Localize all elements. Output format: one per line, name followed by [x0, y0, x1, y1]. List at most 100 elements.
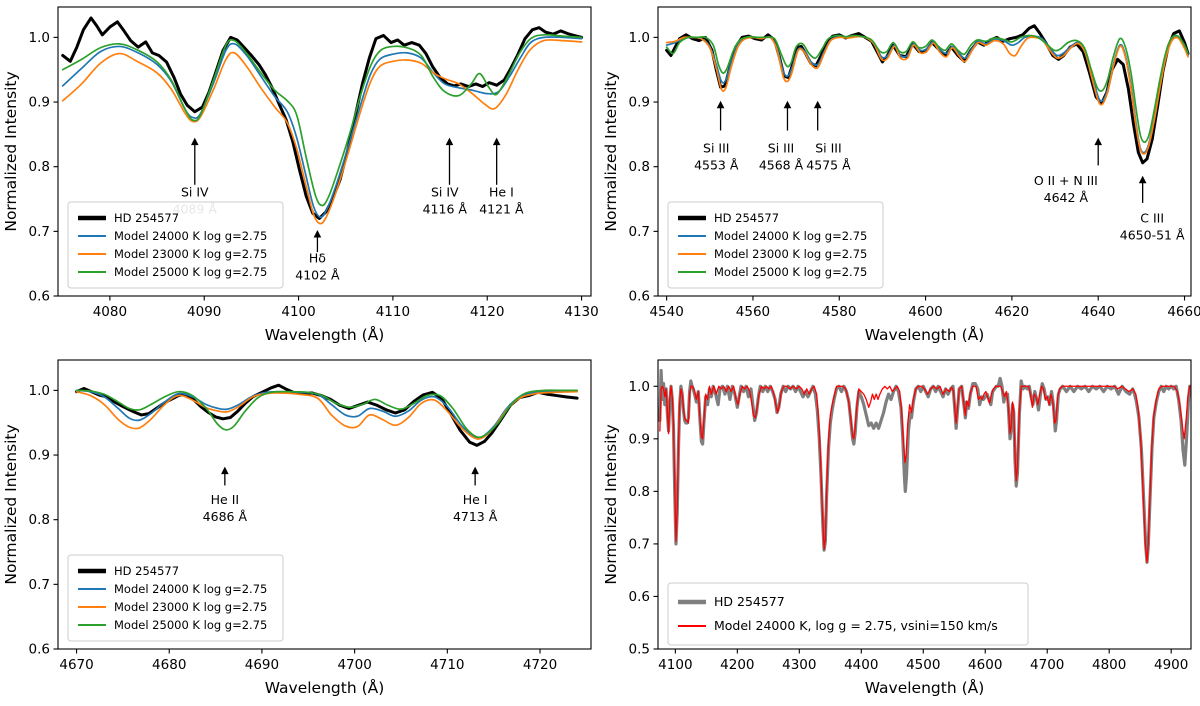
y-tick-label: 0.9: [29, 448, 50, 464]
series-line: [665, 24, 1190, 165]
series-line: [61, 16, 584, 220]
annotation-text: He I: [463, 492, 488, 507]
annotation-text: C III: [1140, 210, 1164, 225]
y-tick-label: 0.9: [29, 95, 50, 111]
y-tick-label: 0.8: [629, 159, 650, 175]
axes-frame: [57, 6, 592, 297]
legend-box: [667, 201, 884, 289]
panel-bottom-right: 4100 4200 4300 4400 4500 4600 4700 4800 4900 0.5 0…: [600, 353, 1200, 706]
legend-label: HD 254577: [714, 211, 779, 225]
annotation-arrowhead: [313, 230, 322, 238]
annotation-text: 4121 Å: [479, 201, 524, 216]
annotation-text: 4686 Å: [203, 509, 248, 524]
legend-box: [67, 554, 284, 642]
y-axis-label: Normalized Intensity: [2, 424, 20, 584]
x-tick-label: 4600: [968, 657, 1002, 673]
legend-box: [67, 201, 284, 289]
axes-frame: [57, 359, 592, 650]
series-line: [665, 34, 1189, 143]
x-tick-label: 4700: [1030, 657, 1064, 673]
series-group: [665, 24, 1190, 165]
x-tick-label: 4540: [649, 304, 683, 320]
x-tick-label: 4130: [564, 304, 598, 320]
annotation-arrowhead: [445, 137, 454, 146]
annotation-text: O II + N III: [1034, 173, 1098, 188]
annotation-text: 4575 Å: [806, 157, 851, 172]
annotation-text: He II: [211, 492, 239, 507]
y-tick-label: 0.6: [29, 642, 50, 658]
annotation-arrowhead: [492, 137, 501, 146]
y-tick-label: 0.8: [29, 159, 50, 175]
legend-label: HD 254577: [114, 211, 179, 225]
annotation-text: 4553 Å: [694, 157, 739, 172]
x-tick-label: 4710: [430, 657, 464, 673]
annotation-arrowhead: [813, 100, 822, 109]
x-axis: 4670 4680 4690 4700 4710 4720: [59, 649, 557, 673]
y-tick-label: 0.9: [629, 95, 650, 111]
spectrum-plot-bottom-left: 4670 4680 4690 4700 4710 4720 0.6 0.7 0.8 0.9 1.0 W…: [2, 359, 592, 697]
y-axis: 0.6 0.7 0.8 0.9 1.0: [629, 30, 658, 305]
legend-label: Model 24000 K log g=2.75: [114, 229, 267, 243]
annotation-text: Si IV: [181, 184, 209, 199]
x-axis: 4540 4560 4580 4600 4620 4640 4660: [649, 296, 1200, 320]
x-tick-label: 4620: [995, 304, 1029, 320]
annotation-text: 4713 Å: [453, 509, 498, 524]
y-tick-label: 0.7: [29, 577, 50, 593]
x-tick-label: 4400: [844, 657, 878, 673]
legend-label: Model 25000 K log g=2.75: [714, 265, 867, 279]
annotation-text: 4102 Å: [295, 267, 340, 282]
legend-label: Model 23000 K log g=2.75: [114, 247, 267, 261]
y-tick-label: 0.7: [629, 536, 650, 552]
series-line: [665, 35, 1189, 155]
y-tick-label: 0.6: [629, 589, 650, 605]
y-axis-label: Normalized Intensity: [2, 71, 20, 231]
annotation-text: Si III: [815, 140, 841, 155]
annotation-arrowhead: [221, 466, 229, 475]
x-tick-label: 4100: [658, 657, 692, 673]
series-group: [658, 368, 1191, 564]
legend-label: Model 23000 K log g=2.75: [714, 247, 867, 261]
y-tick-label: 0.7: [629, 224, 650, 240]
x-tick-label: 4690: [245, 657, 279, 673]
annotation-arrowhead: [716, 100, 725, 109]
annotation-arrowhead: [1138, 175, 1147, 184]
legend: HD 254577 Model 24000 K log g=2.75 Model 2…: [67, 201, 284, 289]
axes-frame: [657, 6, 1192, 297]
x-tick-label: 4110: [376, 304, 410, 320]
annotation-text: He I: [489, 184, 514, 199]
legend-label: Model 25000 K log g=2.75: [114, 618, 267, 632]
x-tick-label: 4640: [1081, 304, 1115, 320]
y-tick-label: 1.0: [629, 379, 650, 395]
annotation-text: 4650-51 Å: [1120, 227, 1185, 242]
x-tick-label: 4670: [59, 657, 93, 673]
legend: HD 254577 Model 24000 K log g=2.75 Model 2…: [67, 554, 284, 642]
series-line: [75, 390, 578, 440]
x-tick-label: 4900: [1154, 657, 1188, 673]
series-line: [61, 33, 583, 207]
legend: HD 254577 Model 24000 K, log g = 2.75, vs…: [667, 582, 1029, 646]
series-line: [665, 35, 1189, 154]
annotation-arrowhead: [1094, 137, 1103, 146]
legend: HD 254577 Model 24000 K log g=2.75 Model 2…: [667, 201, 884, 289]
annotation-text: Si III: [768, 140, 794, 155]
x-tick-label: 4080: [93, 304, 127, 320]
panel-bottom-left: 4670 4680 4690 4700 4710 4720 0.6 0.7 0.8 0.9 1.0 W…: [0, 353, 600, 706]
x-tick-label: 4720: [523, 657, 557, 673]
legend-label: Model 24000 K log g=2.75: [114, 582, 267, 596]
annotation-text: 4568 Å: [759, 157, 804, 172]
x-tick-label: 4100: [281, 304, 315, 320]
x-tick-label: 4660: [1167, 304, 1200, 320]
x-tick-label: 4580: [822, 304, 856, 320]
series-group: [61, 16, 584, 225]
legend-label: Model 25000 K log g=2.75: [114, 265, 267, 279]
x-tick-label: 4560: [736, 304, 770, 320]
spectrum-plot-top-right: 4540 4560 4580 4600 4620 4640 4660 0.6 0.7 0.8 0.9…: [602, 6, 1200, 344]
series-group: [75, 383, 579, 447]
y-tick-label: 1.0: [29, 383, 50, 399]
x-tick-label: 4500: [906, 657, 940, 673]
y-axis-label: Normalized Intensity: [602, 71, 620, 231]
y-axis-label: Normalized Intensity: [602, 424, 620, 584]
spectrum-plot-bottom-right: 4100 4200 4300 4400 4500 4600 4700 4800 49000.50…: [602, 359, 1192, 697]
annotation-text: Hδ: [309, 250, 326, 265]
y-tick-label: 0.6: [629, 289, 650, 305]
